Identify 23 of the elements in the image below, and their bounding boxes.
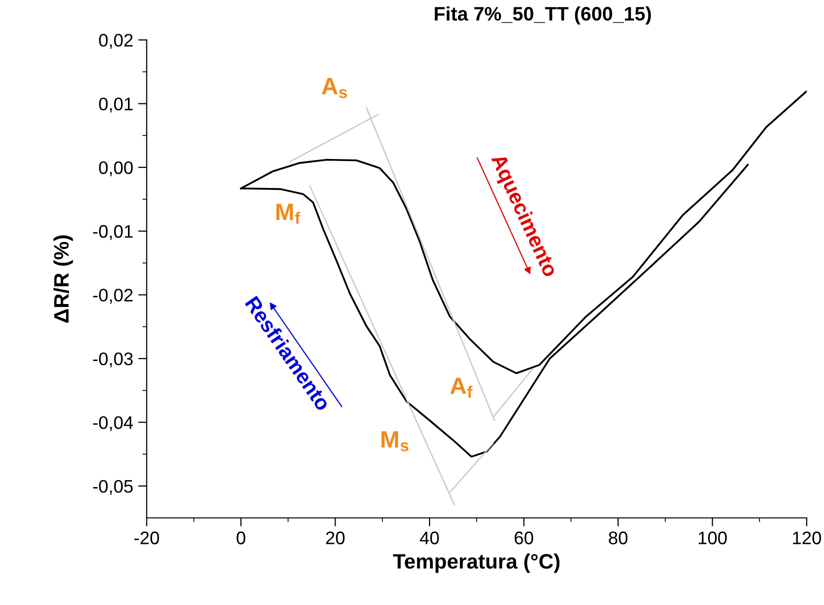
chart-title: Fita 7%_50_TT (600_15) bbox=[434, 6, 651, 25]
x-axis-title: Temperatura (°C) bbox=[393, 553, 560, 573]
x-tick-label: 0 bbox=[236, 532, 246, 544]
x-tick-label: 20 bbox=[326, 532, 345, 544]
x-tick-label: 120 bbox=[793, 532, 822, 544]
y-tick-label: -0,04 bbox=[93, 416, 133, 432]
y-tick-label: -0,01 bbox=[93, 225, 133, 240]
annotation: M$_{s}$ bbox=[382, 431, 408, 452]
annotation: A$_{f}$ bbox=[450, 378, 473, 398]
x-tick-label: 80 bbox=[608, 532, 628, 544]
y-tick-label: 0,01 bbox=[99, 98, 133, 113]
annotation: M$_{f}$ bbox=[276, 204, 300, 224]
y-tick-label: 0,00 bbox=[99, 161, 133, 176]
y-tick-label: -0,05 bbox=[93, 480, 133, 495]
y-axis-title: ΔR/R (%) bbox=[53, 235, 73, 323]
annotation: A$_{s}$ bbox=[322, 78, 347, 98]
x-tick-label: -20 bbox=[134, 532, 160, 544]
x-tick-label: 100 bbox=[698, 532, 727, 544]
y-tick-label: -0,03 bbox=[93, 352, 133, 368]
x-tick-label: 40 bbox=[420, 532, 439, 544]
y-tick-label: -0,02 bbox=[93, 288, 133, 304]
x-tick-label: 60 bbox=[514, 532, 534, 544]
y-tick-label: 0,02 bbox=[99, 34, 133, 49]
